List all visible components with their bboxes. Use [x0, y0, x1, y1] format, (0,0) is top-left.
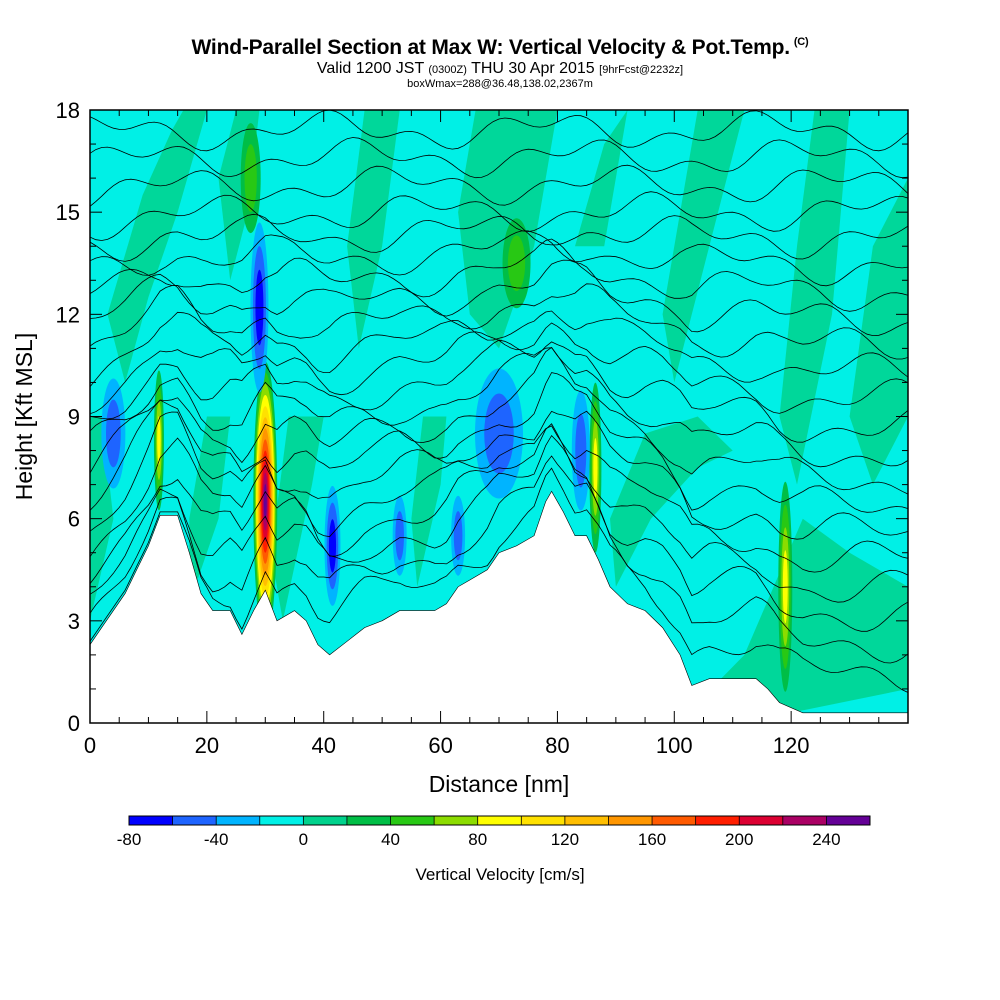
y-tick-label: 12 [56, 302, 80, 327]
colorbar-swatch [695, 816, 740, 825]
updraft-core [263, 483, 267, 520]
colorbar-tick-label: 40 [381, 830, 400, 849]
updraft-core [782, 550, 788, 624]
colorbar-tick-label: 120 [551, 830, 579, 849]
plot-area [90, 110, 908, 723]
chart-subtitle: Valid 1200 JST (0300Z) THU 30 Apr 2015 [… [316, 60, 684, 77]
theta-contour [90, 283, 908, 360]
y-tick-label: 18 [56, 98, 80, 123]
colorbar-tick-label: -80 [117, 830, 142, 849]
x-tick-label: 40 [311, 733, 335, 758]
updraft-core [244, 144, 257, 212]
colorbar-swatch [782, 816, 827, 825]
theta-contour [90, 238, 908, 312]
colorbar-swatch [129, 816, 174, 825]
theta-contour [90, 137, 908, 179]
weak-updraft-band [271, 416, 324, 621]
y-tick-label: 0 [68, 711, 80, 736]
colorbar-tick-label: 240 [812, 830, 840, 849]
colorbar-swatch [564, 816, 609, 825]
x-tick-label: 20 [195, 733, 219, 758]
colorbar-swatch [390, 816, 435, 825]
x-tick-label: 80 [545, 733, 569, 758]
downdraft-core [395, 511, 404, 561]
y-tick-label: 3 [68, 609, 80, 634]
theta-contour [90, 467, 908, 693]
colorbar-tick-label: 80 [468, 830, 487, 849]
colorbar-swatch [259, 816, 304, 825]
weak-updraft-band [721, 518, 908, 713]
copyright-mark: (C) [793, 36, 809, 48]
weak-updraft-band [662, 110, 745, 383]
y-axis-label: Height [Kft MSL] [11, 333, 37, 500]
colorbar-tick-label: 200 [725, 830, 753, 849]
weak-updraft-band [347, 110, 400, 349]
chart-title: Wind-Parallel Section at Max W: Vertical… [191, 36, 809, 59]
chart-box-info: boxWmax=288@36.48,138.02,2367m [407, 78, 593, 90]
colorbar-swatch [216, 816, 261, 825]
colorbar-swatch [172, 816, 217, 825]
theta-contour [90, 164, 908, 207]
updraft-core [157, 415, 161, 465]
theta-contour [90, 434, 908, 632]
theta-contour [90, 347, 908, 468]
colorbar-label: Vertical Velocity [cm/s] [415, 865, 584, 884]
theta-contour [90, 372, 908, 513]
weak-updraft-band [189, 416, 231, 604]
theta-contour [90, 322, 908, 415]
theta-contour [90, 455, 908, 664]
terrain [90, 490, 908, 723]
colorbar-swatch [739, 816, 784, 825]
theta-contour [90, 213, 908, 262]
theta-contour [90, 346, 908, 495]
colorbar-swatch [346, 816, 391, 825]
colorbar: -80 -40 0 40 80 120 160 200 240 Vertical Velocity… [117, 815, 871, 884]
theta-contour [90, 230, 908, 287]
theta-contour [90, 310, 908, 388]
weak-updraft-band [779, 110, 850, 485]
x-axis-label: Distance [nm] [429, 771, 570, 797]
y-tick-label: 15 [56, 200, 80, 225]
colorbar-swatch [434, 816, 479, 825]
weak-updraft-band [849, 178, 908, 485]
theta-contour [90, 425, 908, 573]
x-tick-label: 120 [773, 733, 810, 758]
updraft-core [593, 438, 598, 498]
x-tick-label: 60 [428, 733, 452, 758]
axes: 0 20 40 60 80 100 120 0 3 6 9 12 15 18 Distance [nm] He… [11, 98, 908, 797]
x-tick-label: 100 [656, 733, 693, 758]
y-tick-label: 9 [68, 405, 80, 430]
theta-contour [90, 110, 908, 152]
y-tick-label: 6 [68, 507, 80, 532]
colorbar-swatch [826, 816, 871, 825]
theta-contour [90, 191, 908, 241]
colorbar-tick-label: 0 [299, 830, 308, 849]
downdraft-core [453, 511, 463, 561]
colorbar-swatch [477, 816, 522, 825]
colorbar-swatch [303, 816, 348, 825]
colorbar-swatch [608, 816, 653, 825]
theta-contour [90, 410, 908, 540]
downdraft-core [575, 413, 587, 488]
weak-updraft-band [610, 416, 733, 587]
theta-contour [90, 259, 908, 337]
downdraft-core [105, 399, 121, 468]
downdraft-core [328, 519, 337, 573]
colorbar-tick-label: 160 [638, 830, 666, 849]
theta-contour [90, 423, 908, 603]
x-tick-label: 0 [84, 733, 96, 758]
colorbar-swatch [652, 816, 697, 825]
colorbar-swatch [521, 816, 566, 825]
colorbar-tick-label: -40 [204, 830, 229, 849]
downdraft-core [484, 393, 514, 474]
